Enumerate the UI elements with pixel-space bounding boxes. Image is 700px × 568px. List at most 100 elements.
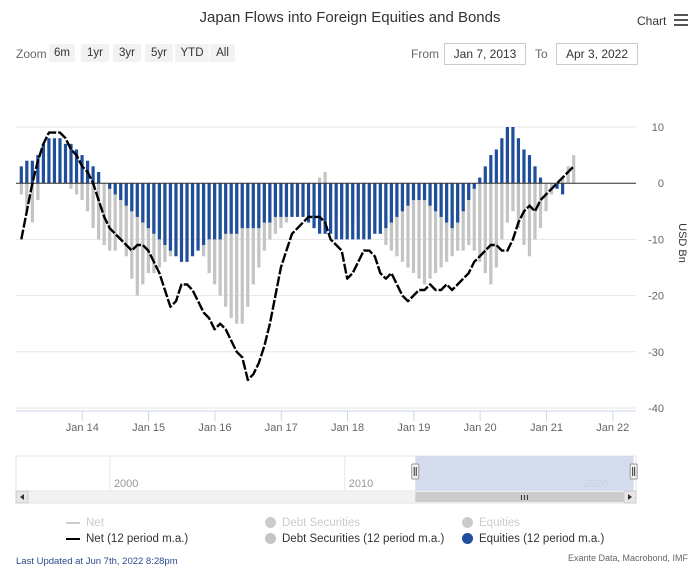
x-tick-label: Jan 22 xyxy=(596,422,629,434)
equities-bar xyxy=(511,127,515,184)
zoom-3yr-button[interactable]: 3yr xyxy=(113,44,141,62)
equities-series xyxy=(19,127,565,262)
debt-bar xyxy=(240,183,244,324)
debt-bar xyxy=(428,183,432,279)
from-date-input[interactable]: Jan 7, 2013 xyxy=(444,43,526,65)
legend-label: Net xyxy=(86,517,104,529)
to-date-input[interactable]: Apr 3, 2022 xyxy=(556,43,638,65)
equities-bar xyxy=(334,183,338,240)
chart-title: Japan Flows into Foreign Equities and Bo… xyxy=(199,9,501,26)
debt-bar xyxy=(69,183,73,189)
equities-bar xyxy=(306,183,311,223)
debt-bar xyxy=(25,183,29,212)
equities-bar xyxy=(273,183,277,217)
equities-bar xyxy=(97,171,101,184)
legend-equities[interactable]: Equities xyxy=(462,517,520,529)
legend-net[interactable]: Net xyxy=(66,517,104,529)
debt-bar xyxy=(113,183,117,251)
debt-bar xyxy=(461,183,465,251)
dot-icon xyxy=(265,517,276,529)
zoom-6m-button[interactable]: 6m xyxy=(49,44,75,62)
debt-bar xyxy=(224,183,228,307)
equities-bar xyxy=(246,183,250,229)
equities-bar xyxy=(373,183,377,234)
equities-bar xyxy=(317,183,322,234)
equities-bar xyxy=(135,183,139,217)
equities-bar xyxy=(284,183,289,217)
debt-bar xyxy=(102,183,106,246)
debt-bar xyxy=(445,183,449,262)
zoom-5yr-button[interactable]: 5yr xyxy=(145,44,173,62)
equities-bar xyxy=(533,166,537,184)
legend-net-ma[interactable]: Net (12 period m.a.) xyxy=(66,533,188,545)
equities-bar xyxy=(262,183,266,223)
from-label: From xyxy=(411,47,439,61)
equities-bar xyxy=(41,143,46,184)
x-tick-label: Jan 14 xyxy=(66,422,99,434)
equities-bar xyxy=(196,183,200,251)
x-tick-label: Jan 18 xyxy=(331,422,364,434)
equities-bar xyxy=(527,155,532,184)
equities-bar xyxy=(113,183,117,195)
debt-bar xyxy=(235,183,239,324)
debt-bar xyxy=(472,183,476,251)
legend-equities-ma[interactable]: Equities (12 period m.a.) xyxy=(462,533,604,545)
equities-bar xyxy=(80,155,84,184)
zoom-all-button[interactable]: All xyxy=(210,44,235,62)
legend-debt-securities[interactable]: Debt Securities xyxy=(265,517,360,529)
zoom-1yr-button[interactable]: 1yr xyxy=(81,44,109,62)
equities-bar xyxy=(356,183,360,240)
equities-bar xyxy=(329,183,333,234)
equities-bar xyxy=(74,149,79,184)
x-tick-label: Jan 21 xyxy=(530,422,563,434)
x-tick-label: Jan 16 xyxy=(198,422,231,434)
equities-bar xyxy=(240,183,244,229)
navigator-left-handle[interactable] xyxy=(411,463,420,480)
equities-bar xyxy=(340,183,344,240)
debt-bar xyxy=(522,183,526,246)
equities-bar xyxy=(505,127,509,184)
equities-bar xyxy=(417,183,421,201)
equities-bar xyxy=(207,183,211,240)
debt-bar xyxy=(36,183,40,201)
equities-bar xyxy=(179,183,184,262)
equities-bar xyxy=(124,183,128,206)
chart-menu-label[interactable]: Chart xyxy=(637,14,667,28)
equities-bar xyxy=(119,183,123,201)
equities-bar xyxy=(395,183,399,217)
to-label: To xyxy=(535,47,548,61)
equities-bar xyxy=(483,166,487,184)
equities-bar xyxy=(174,183,178,257)
legend-debt-securities-ma[interactable]: Debt Securities (12 period m.a.) xyxy=(265,533,444,545)
line-icon xyxy=(66,521,80,524)
debt-bar xyxy=(323,171,327,184)
equities-bar xyxy=(146,183,150,229)
debt-bar xyxy=(91,183,95,229)
equities-bar xyxy=(489,155,493,184)
equities-bar xyxy=(422,183,427,201)
y-tick-label: 10 xyxy=(652,122,664,134)
equities-bar xyxy=(130,183,134,212)
equities-bar xyxy=(478,177,482,184)
debt-bar xyxy=(483,183,487,274)
equities-bar xyxy=(378,183,382,234)
navigator-right-handle[interactable] xyxy=(629,463,638,480)
x-tick-label: Jan 15 xyxy=(132,422,165,434)
debt-bar xyxy=(566,166,570,184)
equities-bar xyxy=(428,183,432,206)
dot-icon xyxy=(462,517,473,529)
equities-bar xyxy=(345,183,349,240)
hamburger-menu-icon[interactable] xyxy=(674,14,688,26)
equities-bar xyxy=(30,160,34,184)
equities-bar xyxy=(290,183,294,217)
last-updated-text: Last Updated at Jun 7th, 2022 8:28pm xyxy=(16,556,178,567)
equities-bar xyxy=(406,183,410,206)
zoom-label: Zoom xyxy=(16,47,47,61)
debt-bar xyxy=(400,183,405,262)
legend-label: Net (12 period m.a.) xyxy=(86,533,189,545)
zoom-ytd-button[interactable]: YTD xyxy=(175,44,209,62)
equities-bar xyxy=(163,183,167,246)
equities-bar xyxy=(312,183,316,229)
equities-bar xyxy=(235,183,239,234)
